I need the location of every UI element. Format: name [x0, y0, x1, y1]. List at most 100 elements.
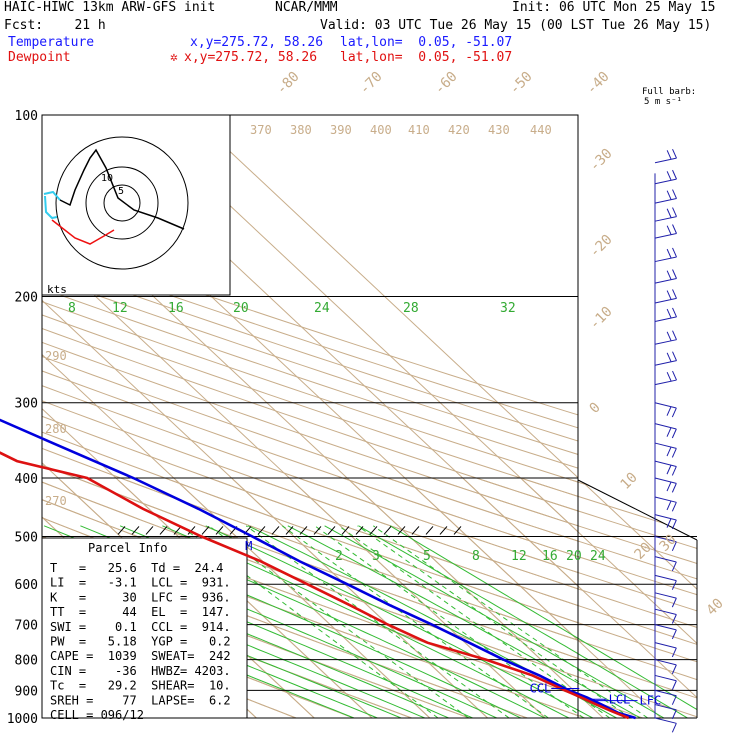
pressure-label-800: 800	[15, 654, 38, 669]
dry-adiabat-line	[42, 480, 697, 718]
mixing-ratio-line	[357, 525, 631, 718]
hodograph-trace-mid	[51, 219, 115, 245]
wind-barb-staff	[654, 624, 677, 631]
parcel-info-row: SREH = 77 LAPSE= 6.2	[50, 693, 231, 707]
wind-barb-feather	[671, 597, 677, 608]
mixing-ratio-label-bottom: 12	[511, 549, 527, 564]
theta-label: 430	[488, 123, 510, 137]
forecast-hour: Fcst: 21 h	[4, 18, 106, 33]
mixing-ratio-line	[282, 525, 549, 718]
isotherm-label: 0	[587, 400, 604, 417]
parcel-info-row: CIN = -36 HWBZ= 4203.	[50, 664, 231, 678]
isotherm-line	[42, 480, 444, 718]
isotherm-line	[60, 480, 697, 718]
pressure-hatch-tick	[411, 526, 420, 535]
dry-adiabat-line	[42, 480, 697, 718]
wind-barb-staff	[654, 216, 677, 222]
hodograph-ring-15	[55, 136, 189, 270]
pressure-label-300: 300	[15, 397, 38, 412]
theta-label: 270	[45, 494, 67, 508]
pressure-label-500: 500	[15, 530, 38, 545]
wind-barb-feather	[672, 207, 677, 217]
wind-barb-feather	[666, 290, 672, 300]
wind-barb-feather	[671, 647, 677, 658]
dry-adiabat-line	[42, 301, 578, 483]
theta-label: 420	[448, 123, 470, 137]
hodograph-box	[41, 114, 231, 296]
plot-frame	[41, 114, 579, 719]
wind-barb-staff	[654, 535, 677, 543]
isotherm-line	[132, 115, 578, 533]
dewpoint-curve	[0, 451, 630, 720]
pressure-label-600: 600	[15, 578, 38, 593]
pressure-hatch-tick	[201, 526, 210, 535]
dry-adiabat-line	[42, 314, 578, 497]
pressure-label-1000: 1000	[7, 712, 38, 727]
wind-barb-staff	[654, 674, 677, 682]
wind-barb-feather	[672, 307, 677, 318]
isotherm-label: -60	[432, 69, 461, 98]
mixing-ratio-label-bottom: 2	[335, 549, 343, 564]
mixing-ratio-line	[208, 525, 469, 718]
theta-label: 400	[370, 123, 392, 137]
pressure-hatch-tick	[131, 526, 140, 535]
isotherm-label: -80	[274, 69, 303, 98]
dry-adiabat-line	[42, 480, 388, 718]
dry-adiabat-line	[42, 327, 578, 512]
wind-barb-feather	[666, 518, 672, 528]
wind-barb-feather	[671, 541, 677, 552]
wind-barb-feather	[671, 428, 677, 439]
hodograph-ring-5	[103, 184, 141, 222]
moist-adiabat-line	[162, 525, 594, 718]
wind-barb-staff	[654, 496, 677, 503]
wind-barb-staff	[654, 704, 677, 711]
dry-adiabat-line	[42, 480, 697, 718]
model-title: HAIC-HIWC 13km ARW-GFS init	[4, 0, 216, 15]
wind-barb-feather	[672, 148, 677, 159]
pressure-label-100: 100	[15, 109, 38, 124]
isotherm-line	[118, 480, 697, 718]
wind-barb-feather	[671, 709, 677, 720]
parcel-info-row: Tc = 29.2 SHEAR= 10.	[50, 679, 231, 693]
wind-barb-feather	[666, 446, 672, 457]
parcel-info-row: K = 30 LFC = 936.	[50, 590, 231, 604]
theta-label: 410	[408, 123, 430, 137]
pressure-hatch-tick	[299, 526, 308, 535]
parcel-info-row: SWI = 0.1 CCL = 914.	[50, 620, 231, 634]
temperature-curve	[0, 418, 636, 720]
wind-barb-feather	[672, 247, 677, 258]
mixing-ratio-label-top: 32	[500, 301, 516, 316]
theta-label: 390	[330, 123, 352, 137]
hodograph: 5 10 kts	[41, 114, 231, 296]
wind-barb-staff	[654, 379, 677, 386]
pressure-hatch-tick	[257, 526, 266, 535]
wind-barb-feather	[672, 269, 677, 279]
mixing-ratio-label-bottom: 16	[542, 549, 558, 564]
pressure-hatch-tick	[313, 526, 322, 535]
dry-adiabat-line	[42, 355, 578, 542]
pressure-label-700: 700	[15, 619, 38, 634]
wind-barb-feather	[666, 464, 672, 475]
wind-barb-staff	[654, 556, 677, 563]
wind-barb-feather	[666, 352, 672, 363]
wind-barb-staff	[654, 157, 677, 164]
hodograph-ring-10	[85, 166, 159, 240]
parcel-info-row: TT = 44 EL = 147.	[50, 605, 231, 619]
wind-barb-feather	[672, 224, 677, 234]
dry-adiabat-line	[42, 480, 697, 718]
theta-label: 380	[290, 123, 312, 137]
wind-barb-feather	[666, 208, 672, 218]
dry-adiabat-line	[42, 288, 578, 469]
wind-barb-feather	[671, 407, 677, 418]
mixing-ratio-line	[180, 525, 439, 718]
dry-adiabat-line	[42, 250, 578, 429]
parcel-info-title: Parcel Info	[88, 541, 167, 555]
frame-skew-edge	[577, 479, 698, 541]
isotherm-line	[42, 480, 560, 718]
wind-barb-staff	[654, 477, 677, 484]
wind-barb-staff	[654, 198, 677, 204]
isotherm-line	[0, 102, 39, 731]
mixing-ratio-line	[314, 525, 585, 718]
pressure-label-900: 900	[15, 684, 38, 699]
